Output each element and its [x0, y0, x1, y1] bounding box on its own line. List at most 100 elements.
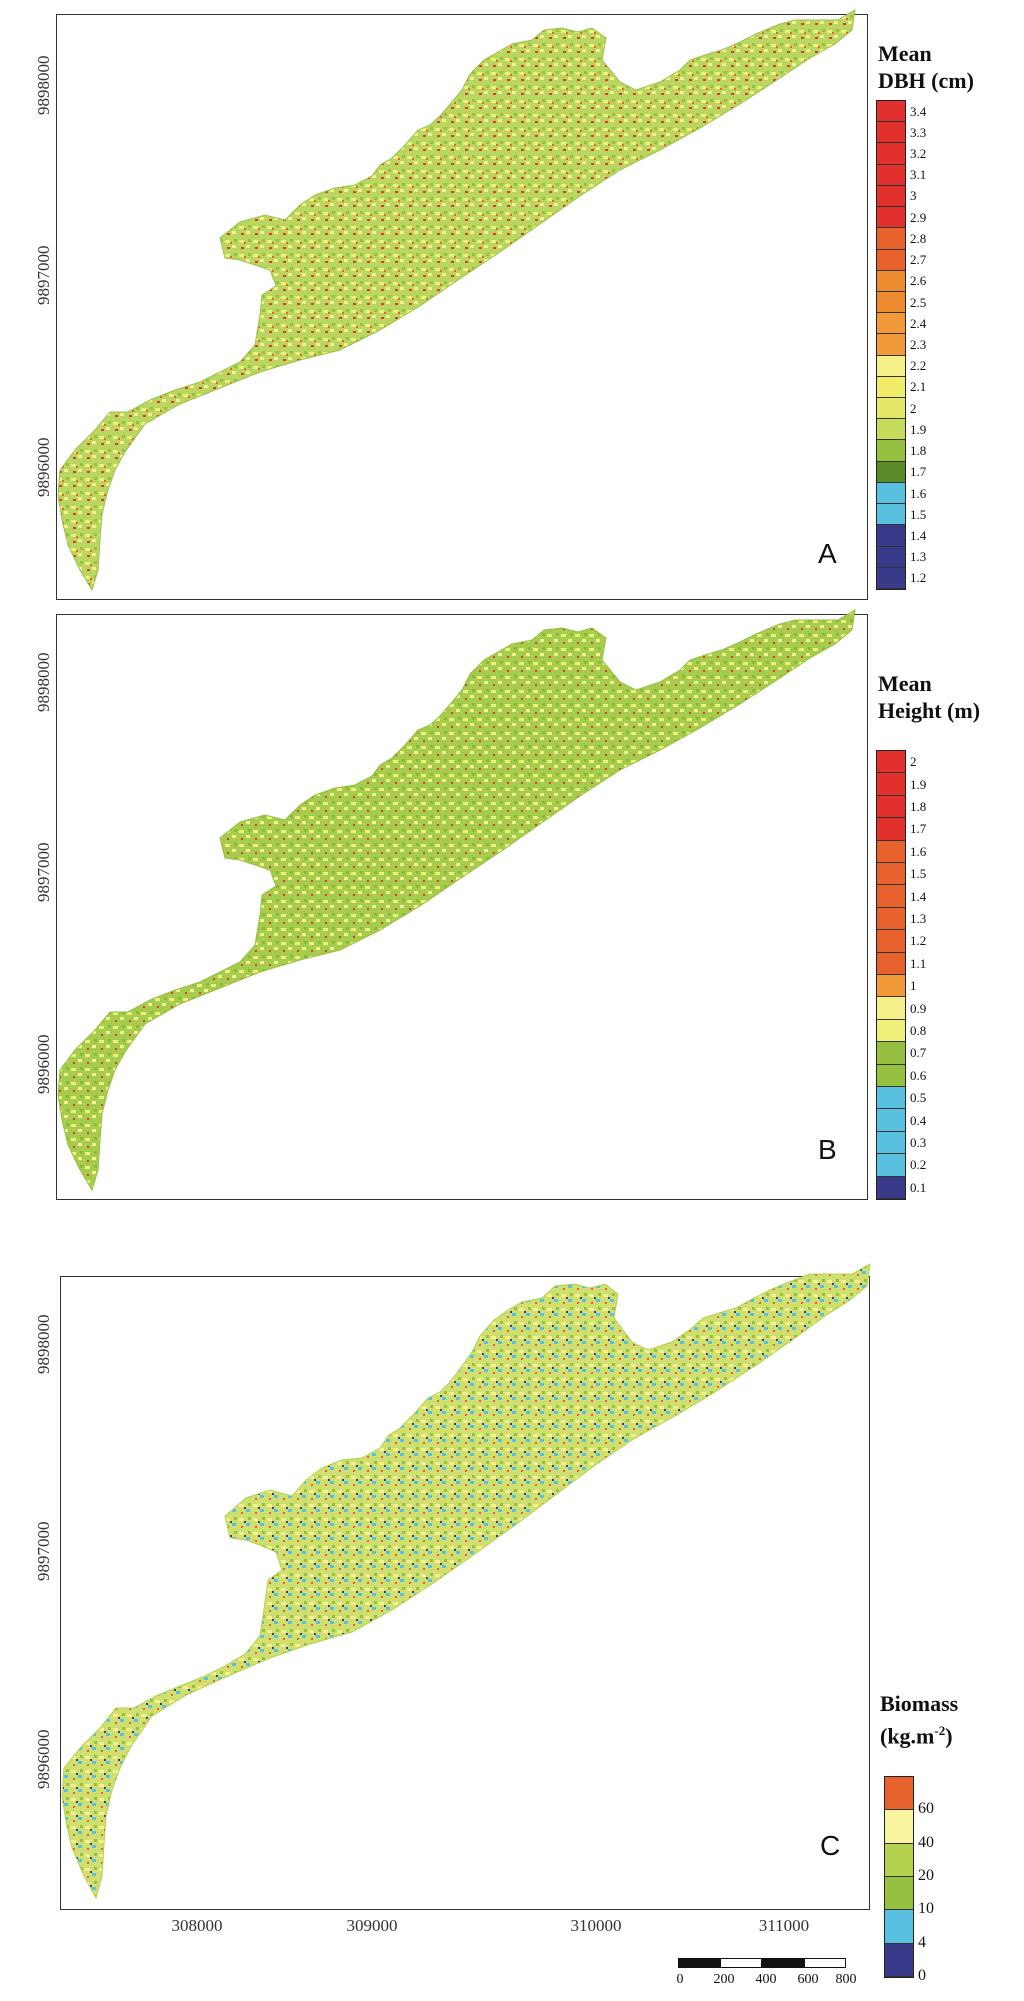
legend-title: Biomass (kg.m-2) — [880, 1691, 959, 1749]
scale-segment — [720, 1958, 762, 1968]
legend-swatch — [877, 773, 905, 796]
legend-swatch — [877, 398, 905, 420]
legend-swatch — [877, 376, 905, 399]
legend-swatch — [877, 122, 905, 144]
legend-swatch — [877, 164, 905, 186]
legend-label: 3 — [910, 188, 917, 204]
y-tick-label: 9897000 — [34, 842, 53, 903]
legend-swatch — [877, 818, 905, 841]
legend-label: 40 — [918, 1833, 934, 1851]
legend-label: 3.3 — [910, 124, 927, 140]
y-tick-label: 9897000 — [34, 1521, 53, 1582]
legend-label: 1.2 — [910, 570, 927, 586]
legend-label: 1.2 — [910, 933, 927, 949]
legend-swatch — [877, 975, 905, 998]
legend-label: 2.9 — [910, 209, 927, 225]
legend-swatch — [877, 249, 905, 271]
panel-letter: A — [818, 538, 837, 569]
legend-label: 1.5 — [910, 506, 927, 522]
legend-label: 1.4 — [910, 888, 927, 904]
legend-label: 2 — [910, 754, 917, 770]
legend-swatch — [877, 997, 905, 1020]
legend-swatch — [877, 952, 905, 975]
scale-label: 0 — [676, 1972, 684, 1987]
legend-label: 0 — [918, 1967, 926, 1984]
legend-swatch — [877, 313, 905, 335]
legend-label: 3.1 — [910, 167, 927, 183]
legend-label: 10 — [918, 1900, 934, 1918]
mangrove-map-a — [57, 9, 856, 592]
legend-swatch — [877, 1176, 905, 1199]
legend-swatch — [877, 1019, 905, 1043]
legend-label: 2.7 — [910, 252, 927, 268]
legend-label: 1 — [910, 978, 917, 994]
legend-color-bar — [876, 750, 906, 1200]
legend-title: Mean DBH (cm) — [878, 41, 974, 93]
x-tick-label: 311000 — [758, 1916, 810, 1935]
legend-label: 1.6 — [910, 485, 927, 501]
legend-swatch — [885, 1910, 913, 1944]
legend-swatch — [877, 546, 905, 568]
legend-swatch — [877, 228, 905, 250]
legend-swatch — [885, 1877, 913, 1911]
x-tick-label: 309000 — [346, 1916, 398, 1935]
legend-swatch — [877, 440, 905, 462]
legend-label: 0.8 — [910, 1023, 927, 1038]
legend-label: 1.9 — [910, 421, 927, 437]
legend-label: 1.8 — [910, 799, 927, 814]
x-tick-label: 308000 — [171, 1916, 223, 1935]
panel-letter: B — [818, 1134, 837, 1165]
scale-label: 600 — [797, 1972, 819, 1987]
legend-swatch — [877, 1087, 905, 1110]
legend-swatch — [877, 751, 905, 774]
x-tick-label: 310000 — [570, 1916, 622, 1935]
legend-swatch — [877, 419, 905, 441]
y-tick-label: 9897000 — [34, 245, 53, 306]
y-tick-label: 9898000 — [34, 652, 53, 713]
legend-color-bar — [876, 100, 906, 590]
legend-swatch — [877, 270, 905, 292]
scale-bar: 0 200 400 600 800 — [676, 1958, 857, 1992]
scale-label: 200 — [713, 1972, 735, 1987]
legend-swatch — [877, 1064, 905, 1087]
legend-label: 1.6 — [910, 843, 927, 859]
study-area-polygon-c — [61, 1263, 871, 1900]
legend-label: 2.4 — [910, 315, 927, 331]
legend-label: 3.2 — [910, 146, 927, 162]
legend-label: 1.4 — [910, 527, 927, 543]
scale-segment — [762, 1958, 804, 1968]
legend-swatch — [885, 1843, 913, 1877]
legend-label: 0.4 — [910, 1112, 927, 1128]
legend-label: 1.3 — [910, 549, 927, 565]
legend-label: 1.8 — [910, 443, 927, 459]
legend-swatch — [877, 482, 905, 505]
legend-label: 1.5 — [910, 866, 927, 882]
legend-swatch — [877, 355, 905, 377]
y-tick-label: 9896000 — [34, 437, 53, 498]
study-area-polygon-b — [57, 609, 856, 1192]
legend-label: 3.4 — [910, 103, 927, 119]
legend-swatch — [877, 1154, 905, 1177]
y-tick-label: 9896000 — [34, 1034, 53, 1095]
y-tick-label: 9898000 — [34, 1314, 53, 1375]
panel-letter: C — [820, 1830, 841, 1861]
legend-label: 2.1 — [910, 379, 927, 395]
legend-label: 1.7 — [910, 821, 927, 837]
legend-label: 1.1 — [910, 955, 927, 971]
legend-color-bar — [884, 1776, 914, 1978]
legend-swatch — [877, 930, 905, 953]
legend-label: 60 — [918, 1800, 934, 1818]
legend-swatch — [877, 504, 905, 526]
legend-label: 20 — [918, 1867, 934, 1884]
legend-swatch — [885, 1810, 913, 1844]
scale-segment — [678, 1958, 720, 1968]
legend-swatch — [885, 1943, 913, 1977]
legend-label: 1.9 — [910, 776, 927, 792]
legend-label: 2.2 — [910, 358, 927, 374]
legend-swatch — [877, 525, 905, 547]
legend-swatch — [877, 207, 905, 229]
legend-swatch — [877, 1042, 905, 1065]
legend-swatch — [877, 885, 905, 908]
legend-swatch — [877, 907, 905, 931]
legend-label: 2.8 — [910, 230, 927, 246]
